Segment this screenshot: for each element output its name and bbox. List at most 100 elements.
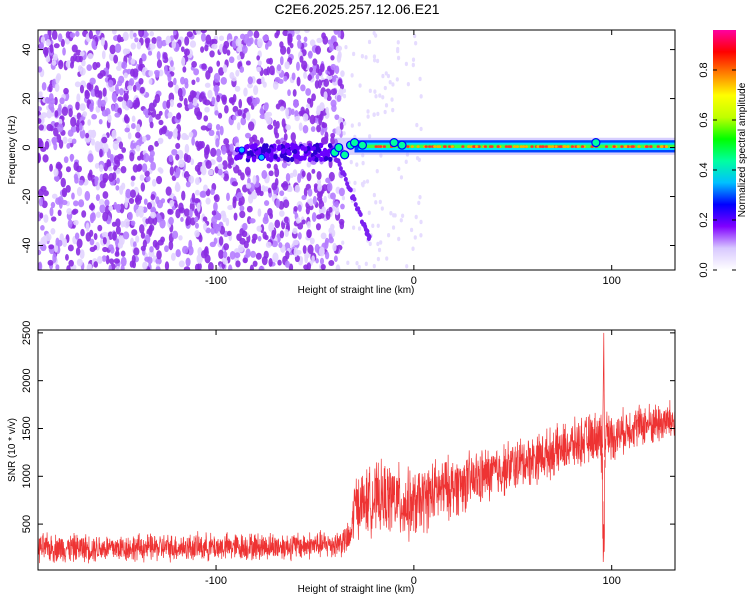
noise-cell	[221, 145, 227, 155]
noise-cell	[57, 33, 63, 43]
noise-cell	[178, 202, 184, 213]
noise-cell	[103, 142, 109, 153]
noise-cell	[321, 206, 326, 214]
noise-cell	[139, 174, 145, 181]
noise-cell	[136, 83, 141, 91]
noise-cell	[149, 31, 155, 37]
noise-cell	[253, 30, 260, 39]
cluster-cell	[292, 148, 298, 155]
noise-cell	[293, 205, 298, 212]
noise-cell	[279, 56, 284, 66]
noise-cell	[115, 265, 120, 270]
noise-cell	[315, 73, 320, 81]
noise-cell	[361, 160, 365, 166]
noise-cell	[38, 124, 44, 131]
band-peak	[428, 145, 432, 148]
noise-cell	[257, 208, 262, 217]
noise-cell	[67, 137, 73, 144]
noise-cell	[218, 236, 224, 246]
noise-cell	[411, 62, 415, 68]
colorbar: 0.0 0.2 0.4 0.6 0.8 Normalized spectral ampl…	[698, 30, 748, 278]
noise-cell	[326, 95, 332, 102]
noise-cell	[62, 237, 68, 248]
noise-cell	[325, 177, 331, 184]
noise-cell	[232, 105, 239, 113]
noise-cell	[145, 38, 150, 49]
noise-cell	[214, 110, 219, 116]
noise-cell	[226, 192, 230, 202]
noise-cell	[101, 109, 109, 117]
noise-cell	[372, 54, 377, 59]
band-peak	[496, 145, 500, 148]
noise-cell	[156, 59, 163, 69]
noise-cell	[251, 238, 257, 244]
noise-cell	[218, 249, 224, 259]
noise-cell	[301, 170, 306, 178]
noise-cell	[176, 112, 182, 120]
noise-cell	[306, 229, 312, 239]
band-peak	[623, 145, 628, 148]
noise-cell	[205, 227, 212, 234]
noise-cell	[124, 115, 130, 124]
noise-cell	[38, 66, 43, 73]
noise-cell	[342, 93, 347, 99]
noise-cell	[222, 259, 229, 265]
band-peak	[620, 145, 624, 148]
noise-cell	[116, 136, 122, 143]
noise-cell	[100, 37, 105, 47]
noise-cell	[78, 199, 85, 208]
noise-cell	[131, 229, 138, 236]
noise-cell	[245, 111, 251, 121]
band-peak	[483, 145, 487, 148]
band-peak	[477, 145, 481, 148]
noise-cell	[66, 265, 71, 270]
band-peak	[374, 145, 378, 148]
noise-cell	[88, 203, 96, 211]
noise-cell	[126, 99, 133, 108]
band-peak	[461, 145, 465, 148]
noise-cell	[183, 152, 189, 162]
noise-cell	[181, 190, 186, 201]
noise-cell	[301, 194, 307, 201]
noise-cell	[155, 266, 161, 270]
noise-cell	[196, 202, 201, 212]
noise-cell	[264, 42, 269, 50]
bright-spot	[349, 138, 360, 148]
noise-cell	[293, 99, 299, 109]
cluster-cell	[279, 153, 285, 159]
noise-cell	[309, 237, 315, 245]
noise-cell	[203, 115, 209, 122]
noise-cell	[299, 256, 304, 263]
noise-cell	[135, 208, 142, 216]
noise-cell	[101, 231, 109, 238]
noise-cell	[44, 140, 50, 150]
noise-cell	[135, 197, 142, 205]
cluster-cell	[238, 153, 243, 160]
band-peak	[626, 145, 630, 148]
noise-cell	[231, 76, 237, 82]
noise-cell	[245, 60, 251, 66]
noise-cell	[131, 254, 136, 264]
noise-cell	[378, 93, 382, 98]
noise-cell	[78, 179, 84, 186]
noise-cell	[419, 126, 423, 132]
noise-cell	[279, 210, 285, 217]
noise-cell	[222, 64, 228, 73]
noise-cell	[123, 72, 129, 79]
noise-cell	[65, 254, 69, 261]
noise-cell	[121, 99, 127, 110]
noise-cell	[195, 76, 200, 83]
noise-cell	[148, 70, 154, 77]
noise-cell	[260, 224, 265, 234]
x-tick-label: -100	[205, 575, 227, 587]
noise-cell	[134, 37, 139, 43]
noise-cell	[285, 124, 291, 131]
noise-cell	[130, 175, 136, 181]
x-tick-label: 0	[411, 575, 417, 587]
band-peak	[519, 145, 523, 148]
noise-cell	[129, 30, 134, 40]
noise-cell	[302, 124, 309, 134]
noise-cell	[372, 58, 377, 63]
noise-cell	[228, 264, 233, 270]
noise-cell	[257, 235, 262, 242]
